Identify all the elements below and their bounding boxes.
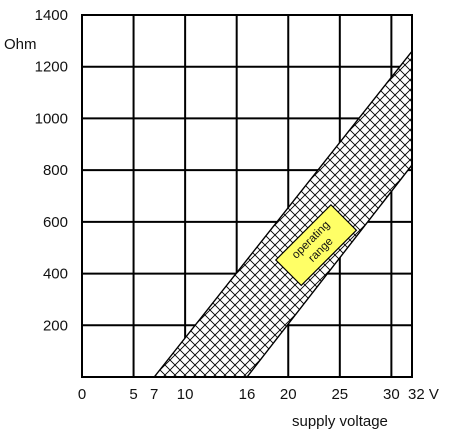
- y-tick-label: 600: [43, 214, 68, 231]
- y-tick-label: 1400: [35, 7, 68, 24]
- x-tick-label: 20: [280, 386, 297, 403]
- y-tick-label: 400: [43, 266, 68, 283]
- x-tick-label: 30: [383, 386, 400, 403]
- operating-range-band: [153, 50, 412, 377]
- x-axis-ticks: 0 5 7 10 16 20 25 30 32 V: [78, 386, 439, 403]
- plot-frame: [81, 14, 413, 378]
- y-tick-label: 1000: [35, 110, 68, 127]
- x-tick-label: 16: [239, 386, 256, 403]
- y-tick-label: 1200: [35, 59, 68, 76]
- y-tick-label: 200: [43, 317, 68, 334]
- y-axis-label: Ohm: [4, 36, 37, 53]
- x-tick-label: 10: [177, 386, 194, 403]
- x-tick-label: 7: [150, 386, 158, 403]
- x-tick-label: 32 V: [408, 386, 439, 403]
- x-tick-label: 25: [331, 386, 348, 403]
- y-axis-ticks: 200 400 600 800 1000 1200 1400: [35, 7, 68, 334]
- y-tick-label: 800: [43, 162, 68, 179]
- x-tick-label: 5: [129, 386, 137, 403]
- x-axis-label: supply voltage: [292, 413, 388, 430]
- annotation-box: [274, 203, 358, 287]
- operating-range-layer: [153, 50, 412, 377]
- x-tick-label: 0: [78, 386, 86, 403]
